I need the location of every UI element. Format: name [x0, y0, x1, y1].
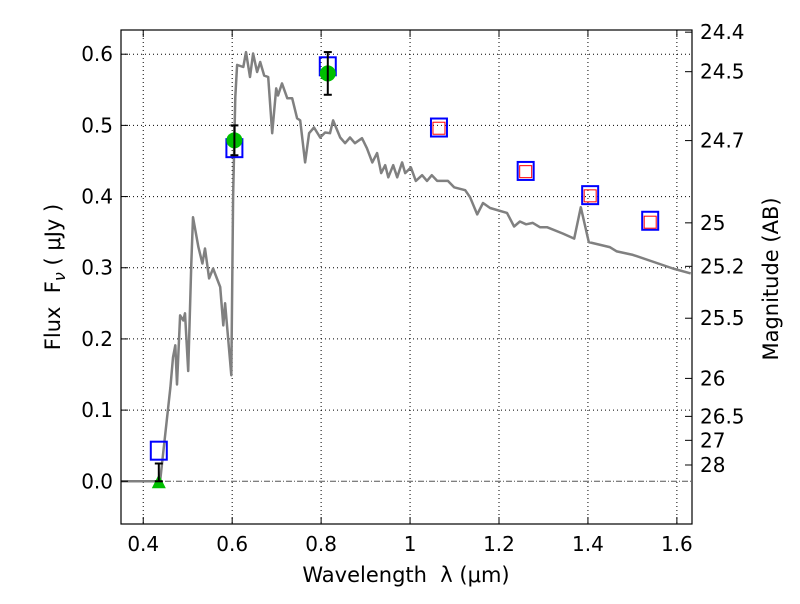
x-tick-label: 1.6 [661, 532, 693, 556]
y2-tick-label: 24.5 [700, 60, 745, 84]
y-axis-label-sub: ν [50, 272, 69, 281]
y-tick-label: 0.1 [81, 398, 113, 422]
y2-tick-label: 24.4 [700, 20, 745, 44]
y2-axis-label: Magnitude (AB) [759, 197, 783, 360]
y2-tick-label: 26.5 [700, 404, 745, 428]
y-tick-label: 0.5 [81, 113, 113, 137]
x-tick-label: 0.4 [127, 532, 159, 556]
y-tick-label: 0.4 [81, 185, 113, 209]
y-tick-label: 0.3 [81, 256, 113, 280]
y-axis-label-unit: ( μJy ) [41, 204, 65, 272]
y2-tick-label: 27 [700, 428, 725, 452]
y2-tick-label: 25.5 [700, 306, 745, 330]
x-tick-label: 1 [404, 532, 417, 556]
y-axis-label-main: Flux F [41, 281, 65, 350]
x-tick-label: 0.6 [216, 532, 248, 556]
y-tick-label: 0.2 [81, 327, 113, 351]
x-tick-label: 1.4 [572, 532, 604, 556]
x-tick-label: 1.2 [483, 532, 515, 556]
y2-tick-label: 25.2 [700, 254, 745, 278]
y2-tick-label: 28 [700, 453, 725, 477]
x-axis-label: Wavelength λ (μm) [302, 563, 509, 587]
y2-tick-label: 26 [700, 366, 725, 390]
y-tick-label: 0.6 [81, 42, 113, 66]
y2-tick-label: 24.7 [700, 129, 745, 153]
y2-tick-label: 25 [700, 211, 725, 235]
y-tick-label: 0.0 [81, 469, 113, 493]
x-tick-label: 0.8 [305, 532, 337, 556]
